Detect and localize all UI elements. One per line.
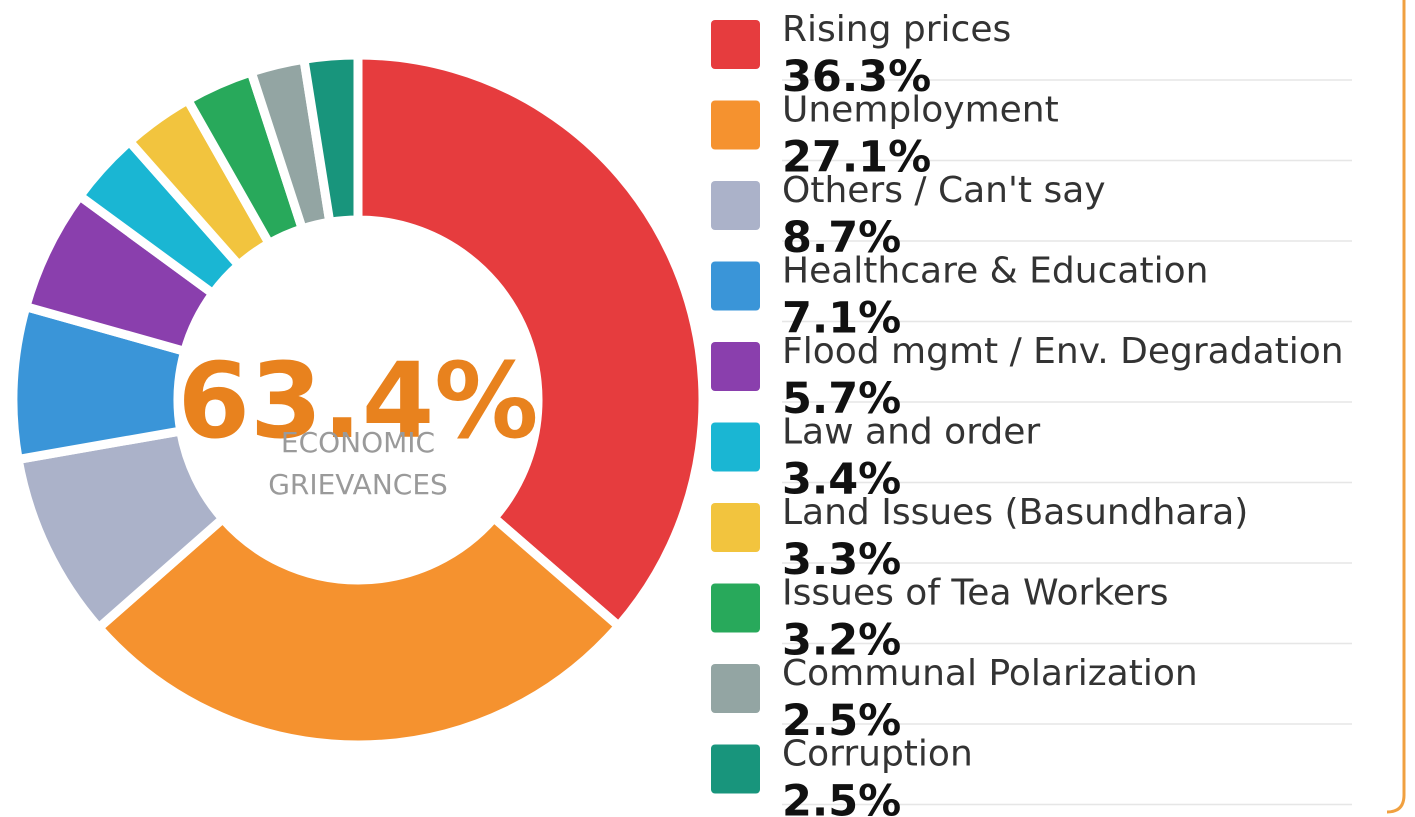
value-label: 2.5%: [782, 777, 901, 817]
legend-label: Corruption: [782, 734, 973, 775]
legend: Rising prices36.3%Unemployment27.1%Other…: [711, 9, 1352, 817]
legend-label: Law and order: [782, 412, 1040, 453]
value-label: 8.7%: [782, 213, 901, 263]
legend-label: Others / Can't say: [782, 170, 1106, 211]
value-label: 2.5%: [782, 696, 901, 746]
legend-swatch: [711, 744, 760, 794]
value-label: 3.3%: [782, 535, 901, 585]
slice: [353, 50, 708, 631]
slice: [94, 513, 624, 750]
value-label: 3.2%: [782, 616, 901, 666]
legend-swatch: [711, 503, 760, 552]
legend-swatch: [711, 20, 760, 69]
legend-label: Land Issues (Basundhara): [782, 492, 1248, 533]
value-label: 27.1%: [782, 133, 931, 183]
legend-label: Flood mgmt / Env. Degradation: [782, 331, 1344, 372]
center-label: 63.4%: [178, 340, 539, 462]
legend-label: Communal Polarization: [782, 653, 1198, 694]
legend-swatch: [711, 583, 760, 633]
value-label: 7.1%: [782, 294, 901, 344]
center-caption: ECONOMIC: [281, 426, 435, 459]
value-label: 3.4%: [782, 455, 901, 505]
slice: [299, 50, 363, 227]
panel-border: [1386, 0, 1406, 814]
legend-label: Healthcare & Education: [782, 251, 1208, 292]
legend-swatch: [711, 100, 760, 150]
donut: [8, 50, 708, 750]
legend-swatch: [711, 664, 760, 713]
legend-swatch: [711, 342, 760, 391]
value-label: 36.3%: [782, 52, 931, 102]
legend-swatch: [711, 261, 760, 311]
legend-swatch: [711, 422, 760, 472]
legend-label: Issues of Tea Workers: [782, 573, 1169, 614]
center-caption: GRIEVANCES: [268, 468, 448, 501]
legend-swatch: [711, 181, 760, 230]
legend-label: Rising prices: [782, 9, 1011, 50]
legend-label: Unemployment: [782, 90, 1059, 131]
value-label: 5.7%: [782, 374, 901, 424]
